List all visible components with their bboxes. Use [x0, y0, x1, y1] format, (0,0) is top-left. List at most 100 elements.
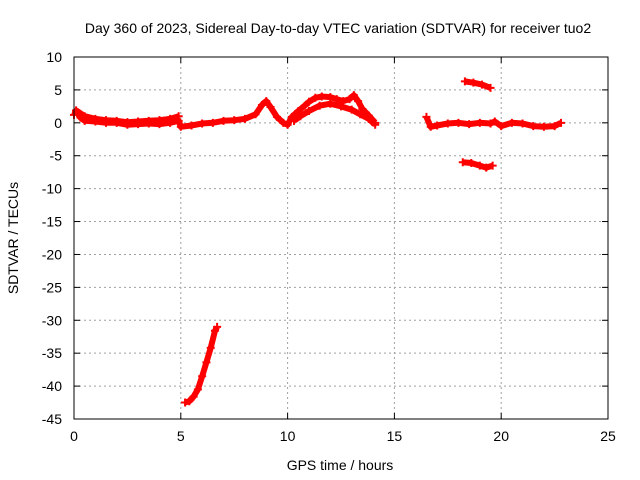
x-tick-label: 25	[600, 428, 616, 444]
data-point	[454, 118, 463, 127]
data-point	[326, 99, 335, 108]
data-point	[80, 112, 89, 121]
data-point	[518, 119, 527, 128]
data-point	[134, 117, 143, 126]
data-point	[257, 101, 266, 110]
data-point	[251, 110, 260, 119]
data-point	[488, 161, 497, 170]
series-lower-segment-points	[458, 158, 497, 172]
data-point	[174, 112, 183, 121]
data-point	[460, 77, 469, 86]
series-steep-segment-points	[181, 322, 222, 407]
data-point	[198, 372, 207, 381]
data-point	[304, 106, 313, 115]
data-point	[477, 80, 486, 89]
series-steep-segment	[184, 325, 220, 406]
data-point	[240, 114, 249, 123]
data-point	[354, 97, 363, 106]
data-point	[347, 105, 356, 114]
data-point	[123, 118, 132, 127]
data-point	[486, 83, 495, 92]
data-point	[507, 118, 516, 127]
x-tick-label: 0	[70, 428, 78, 444]
data-point	[469, 78, 478, 87]
y-tick-label: 5	[54, 82, 62, 98]
data-point	[189, 392, 198, 401]
series-upper-segment-points	[460, 77, 495, 92]
x-tick-label: 10	[280, 428, 296, 444]
data-point	[356, 110, 365, 119]
y-axis-label: SDTVAR / TECUs	[5, 182, 21, 294]
data-point	[422, 112, 431, 121]
data-point	[311, 93, 320, 102]
data-point	[193, 385, 202, 394]
series-layer	[70, 77, 566, 407]
data-point	[557, 118, 566, 127]
y-tick-label: -25	[42, 279, 62, 295]
data-point	[337, 102, 345, 111]
data-point	[219, 116, 228, 125]
y-tick-label: -30	[42, 312, 62, 328]
data-point	[187, 121, 196, 130]
data-point	[72, 106, 81, 115]
data-point	[433, 121, 442, 130]
y-tick-label: -10	[42, 181, 62, 197]
tick-layer: 0 5 10 15 20 25 10 5 0 -5 -10 -15 -20 -25 -30 -35 -40 -45	[42, 49, 616, 444]
data-point	[475, 118, 484, 127]
y-tick-label: -20	[42, 246, 62, 262]
data-point	[272, 112, 281, 121]
data-point	[486, 119, 495, 128]
data-point	[202, 358, 211, 367]
data-point	[208, 118, 217, 127]
grid-layer	[74, 57, 608, 419]
data-point	[279, 118, 288, 127]
data-point	[166, 114, 175, 123]
y-tick-label: -45	[42, 411, 62, 427]
data-point	[181, 398, 190, 407]
data-point	[364, 114, 373, 123]
chart-title: Day 360 of 2023, Sidereal Day-to-day VTE…	[85, 20, 592, 36]
data-point	[332, 95, 341, 104]
data-point	[371, 120, 380, 129]
x-tick-label: 15	[387, 428, 403, 444]
data-point	[230, 116, 239, 125]
data-point	[458, 158, 467, 167]
data-point	[283, 120, 292, 129]
series-upper-segment	[464, 78, 492, 91]
plot-frame	[73, 56, 609, 420]
x-tick-label: 5	[177, 428, 185, 444]
data-point	[176, 122, 185, 131]
data-point	[482, 163, 491, 172]
data-point	[290, 116, 299, 125]
data-point	[490, 117, 499, 126]
x-axis-label: GPS time / hours	[287, 457, 394, 473]
data-point	[345, 95, 354, 104]
data-point	[475, 161, 484, 170]
data-point	[339, 97, 348, 106]
data-point	[529, 122, 538, 131]
data-point	[304, 97, 313, 106]
data-point	[296, 112, 305, 121]
data-point	[144, 116, 153, 125]
data-point	[358, 104, 367, 113]
data-point	[262, 97, 271, 106]
data-point	[294, 106, 303, 115]
data-point	[550, 122, 559, 131]
series-midday-lower-band-points	[290, 99, 380, 129]
data-point	[317, 92, 326, 101]
data-point	[155, 116, 164, 125]
y-tick-label: -15	[42, 214, 62, 230]
y-tick-label: -5	[50, 148, 63, 164]
data-point	[213, 322, 222, 331]
data-point	[185, 397, 194, 406]
data-point	[206, 343, 215, 352]
y-tick-label: -35	[42, 345, 62, 361]
data-point	[497, 122, 506, 131]
y-tick-label: 10	[46, 49, 62, 65]
y-tick-label: 0	[54, 115, 62, 131]
series-late-track-points	[422, 112, 566, 131]
data-point	[315, 101, 324, 110]
series-early-upper-band-points	[72, 106, 183, 127]
data-point	[467, 158, 476, 167]
